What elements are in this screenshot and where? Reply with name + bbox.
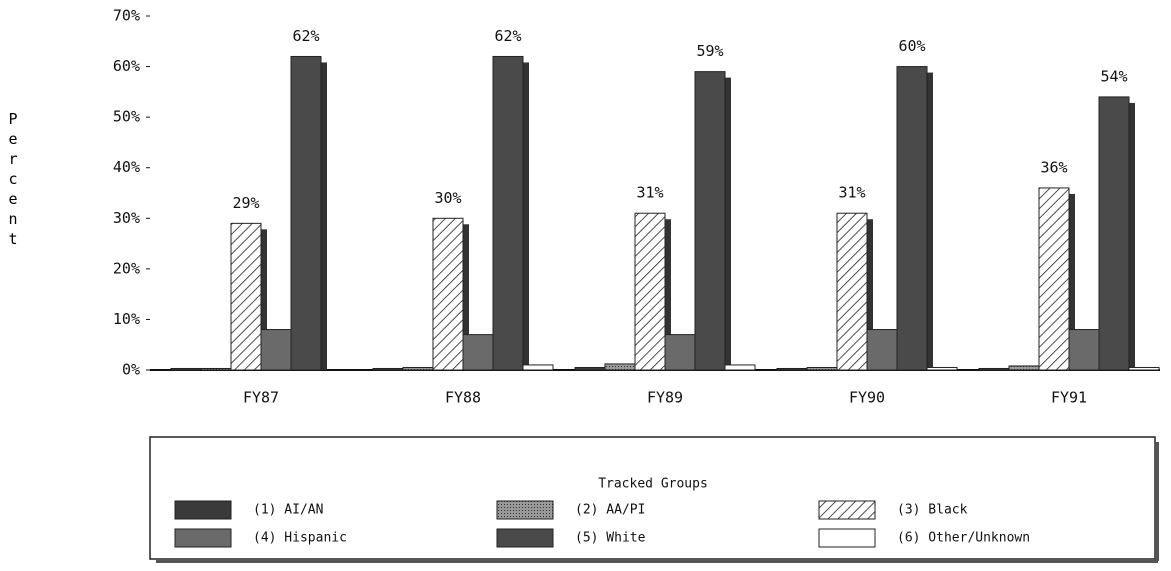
bar <box>1098 96 1130 371</box>
y-tick-label: 10% <box>113 310 140 328</box>
data-label: 59% <box>696 42 723 60</box>
y-tick-label: 40% <box>113 158 140 176</box>
y-tick-label: 0% <box>122 361 140 379</box>
bar <box>634 212 666 371</box>
bar <box>1008 365 1040 371</box>
legend-label: (6) Other/Unknown <box>897 531 1030 546</box>
legend-label: (5) White <box>575 531 646 546</box>
y-tick-label: 50% <box>113 108 140 126</box>
bar <box>260 329 292 371</box>
data-label: 54% <box>1100 67 1127 85</box>
x-tick-label: FY91 <box>1051 389 1087 407</box>
bar <box>1128 366 1160 371</box>
bar <box>1038 187 1070 371</box>
legend-label: (3) Black <box>897 503 968 518</box>
data-label: 29% <box>232 194 259 212</box>
legend-swatch <box>496 528 554 548</box>
legend-swatch <box>496 500 554 520</box>
bar <box>230 222 262 371</box>
legend-label: (4) Hispanic <box>253 531 347 546</box>
bar <box>926 366 958 371</box>
bar <box>492 55 524 371</box>
legend-swatch <box>818 500 876 520</box>
data-label: 30% <box>434 189 461 207</box>
bar <box>290 55 322 371</box>
data-label: 36% <box>1040 158 1067 176</box>
legend-label: (1) AI/AN <box>253 503 323 518</box>
bar <box>574 366 606 371</box>
bar <box>806 366 838 371</box>
bar <box>776 367 808 371</box>
bar <box>522 364 554 371</box>
data-label: 31% <box>636 184 663 202</box>
x-tick-label: FY88 <box>445 389 481 407</box>
bar <box>664 334 696 371</box>
x-tick-label: FY89 <box>647 389 683 407</box>
legend-title: Tracked Groups <box>598 477 708 492</box>
x-tick-label: FY90 <box>849 389 885 407</box>
legend-swatch <box>818 528 876 548</box>
y-tick-label: 30% <box>113 209 140 227</box>
bar <box>372 367 404 371</box>
data-label: 62% <box>292 27 319 45</box>
legend-label: (2) AA/PI <box>575 503 645 518</box>
bar <box>866 329 898 371</box>
bar <box>694 71 726 371</box>
y-tick-label: 70% <box>113 7 140 25</box>
data-label: 31% <box>838 184 865 202</box>
bar <box>724 364 756 371</box>
data-label: 60% <box>898 37 925 55</box>
bar <box>170 367 202 371</box>
bar <box>462 334 494 371</box>
bar <box>604 363 636 371</box>
y-axis-label: Percent <box>4 110 22 250</box>
bar <box>432 217 464 371</box>
bar <box>978 367 1010 371</box>
bar <box>402 366 434 371</box>
bar <box>836 212 868 371</box>
y-tick-label: 20% <box>113 259 140 277</box>
legend-swatch <box>174 528 232 548</box>
bar <box>1068 329 1100 371</box>
x-tick-label: FY87 <box>243 389 279 407</box>
y-tick-label: 60% <box>113 57 140 75</box>
legend-swatch <box>174 500 232 520</box>
bar <box>200 367 232 371</box>
bar <box>896 66 928 371</box>
data-label: 62% <box>494 27 521 45</box>
